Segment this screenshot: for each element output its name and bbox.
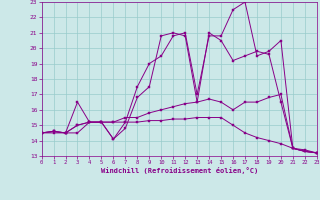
X-axis label: Windchill (Refroidissement éolien,°C): Windchill (Refroidissement éolien,°C) <box>100 167 258 174</box>
